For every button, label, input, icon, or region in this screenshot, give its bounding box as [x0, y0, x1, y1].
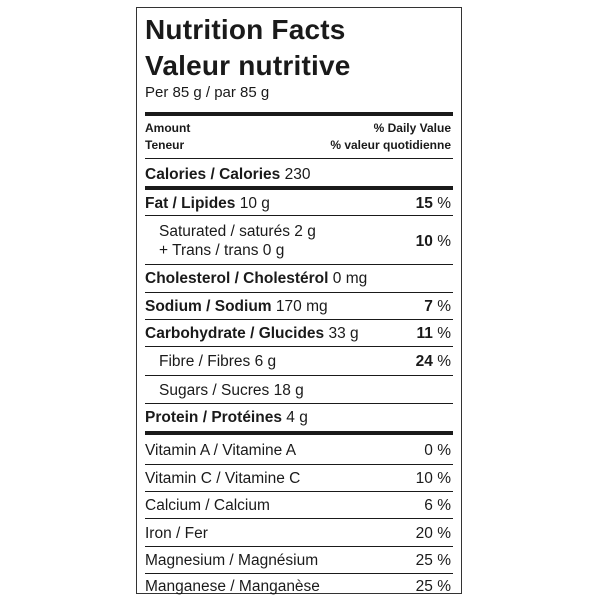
divider [145, 546, 453, 547]
sodium-amount: 170 mg [275, 298, 328, 315]
mineral-percent: 6 % [424, 497, 451, 514]
mineral-percent: 25 % [415, 578, 451, 595]
divider [145, 158, 453, 159]
vitamin-label: Vitamin C / Vitamine C [145, 470, 301, 487]
mineral-label: Magnesium / Magnésium [145, 552, 319, 569]
sodium-percent: 7 [424, 298, 433, 315]
header-daily-value-fr: % valeur quotidienne [330, 138, 451, 152]
divider [145, 403, 453, 404]
divider [145, 346, 453, 347]
header-amount: Amount [145, 121, 191, 135]
fat-percent: 15 [415, 195, 433, 212]
calories-label: Calories / Calories [145, 166, 281, 183]
title-french: Valeur nutritive [145, 50, 351, 81]
sugars-label: Sugars / Sucres 18 g [159, 382, 304, 399]
carbohydrate-percent: 11 [416, 325, 433, 342]
divider [145, 573, 453, 574]
carbohydrate-label: Carbohydrate / Glucides [145, 325, 325, 342]
fat-label: Fat / Lipides [145, 195, 236, 212]
divider [145, 292, 453, 293]
panel-content: Nutrition Facts Valeur nutritive Per 85 … [145, 8, 453, 595]
fibre-percent: 24 [415, 353, 433, 370]
header-daily-value-en: % Daily Value [373, 121, 451, 135]
percent-sign: % [437, 233, 451, 250]
mineral-label: Calcium / Calcium [145, 497, 270, 514]
serving-size: Per 85 g / par 85 g [145, 84, 270, 101]
fibre-label: Fibre / Fibres 6 g [159, 353, 277, 370]
mineral-label: Manganese / Manganèse [145, 578, 320, 595]
divider [145, 464, 453, 465]
divider [145, 518, 453, 519]
calories-value: 230 [284, 166, 311, 183]
vitamin-label: Vitamin A / Vitamine A [145, 442, 297, 459]
saturated-trans-row: Saturated / saturés 2 g + Trans / trans … [145, 224, 453, 262]
divider [145, 375, 453, 376]
percent-sign: % [437, 195, 451, 212]
divider [145, 264, 453, 265]
saturated-label: Saturated / saturés 2 g [159, 223, 316, 240]
vitamin-percent: 0 % [424, 442, 451, 459]
trans-label: + Trans / trans 0 g [159, 242, 285, 259]
divider-thick-calories [145, 186, 453, 190]
divider [145, 215, 453, 216]
cholesterol-label: Cholesterol / Cholestérol [145, 270, 329, 287]
mineral-percent: 20 % [415, 525, 451, 542]
carbohydrate-amount: 33 g [328, 325, 359, 342]
title-english: Nutrition Facts [145, 14, 346, 45]
protein-label: Protein / Protéines [145, 409, 282, 426]
divider [145, 319, 453, 320]
header-teneur: Teneur [145, 138, 185, 152]
divider-thick-top [145, 112, 453, 116]
mineral-label: Iron / Fer [145, 525, 208, 542]
vitamin-percent: 10 % [415, 470, 451, 487]
protein-amount: 4 g [286, 409, 308, 426]
mineral-percent: 25 % [415, 552, 451, 569]
cholesterol-amount: 0 mg [332, 270, 368, 287]
sodium-label: Sodium / Sodium [145, 298, 272, 315]
nutrition-facts-panel: Nutrition Facts Valeur nutritive Per 85 … [136, 7, 462, 594]
divider-thick-protein [145, 431, 453, 435]
percent-sign: % [437, 325, 451, 342]
percent-sign: % [437, 298, 451, 315]
divider [145, 491, 453, 492]
saturated-percent: 10 [415, 233, 433, 250]
percent-sign: % [437, 353, 451, 370]
fat-amount: 10 g [239, 195, 270, 212]
